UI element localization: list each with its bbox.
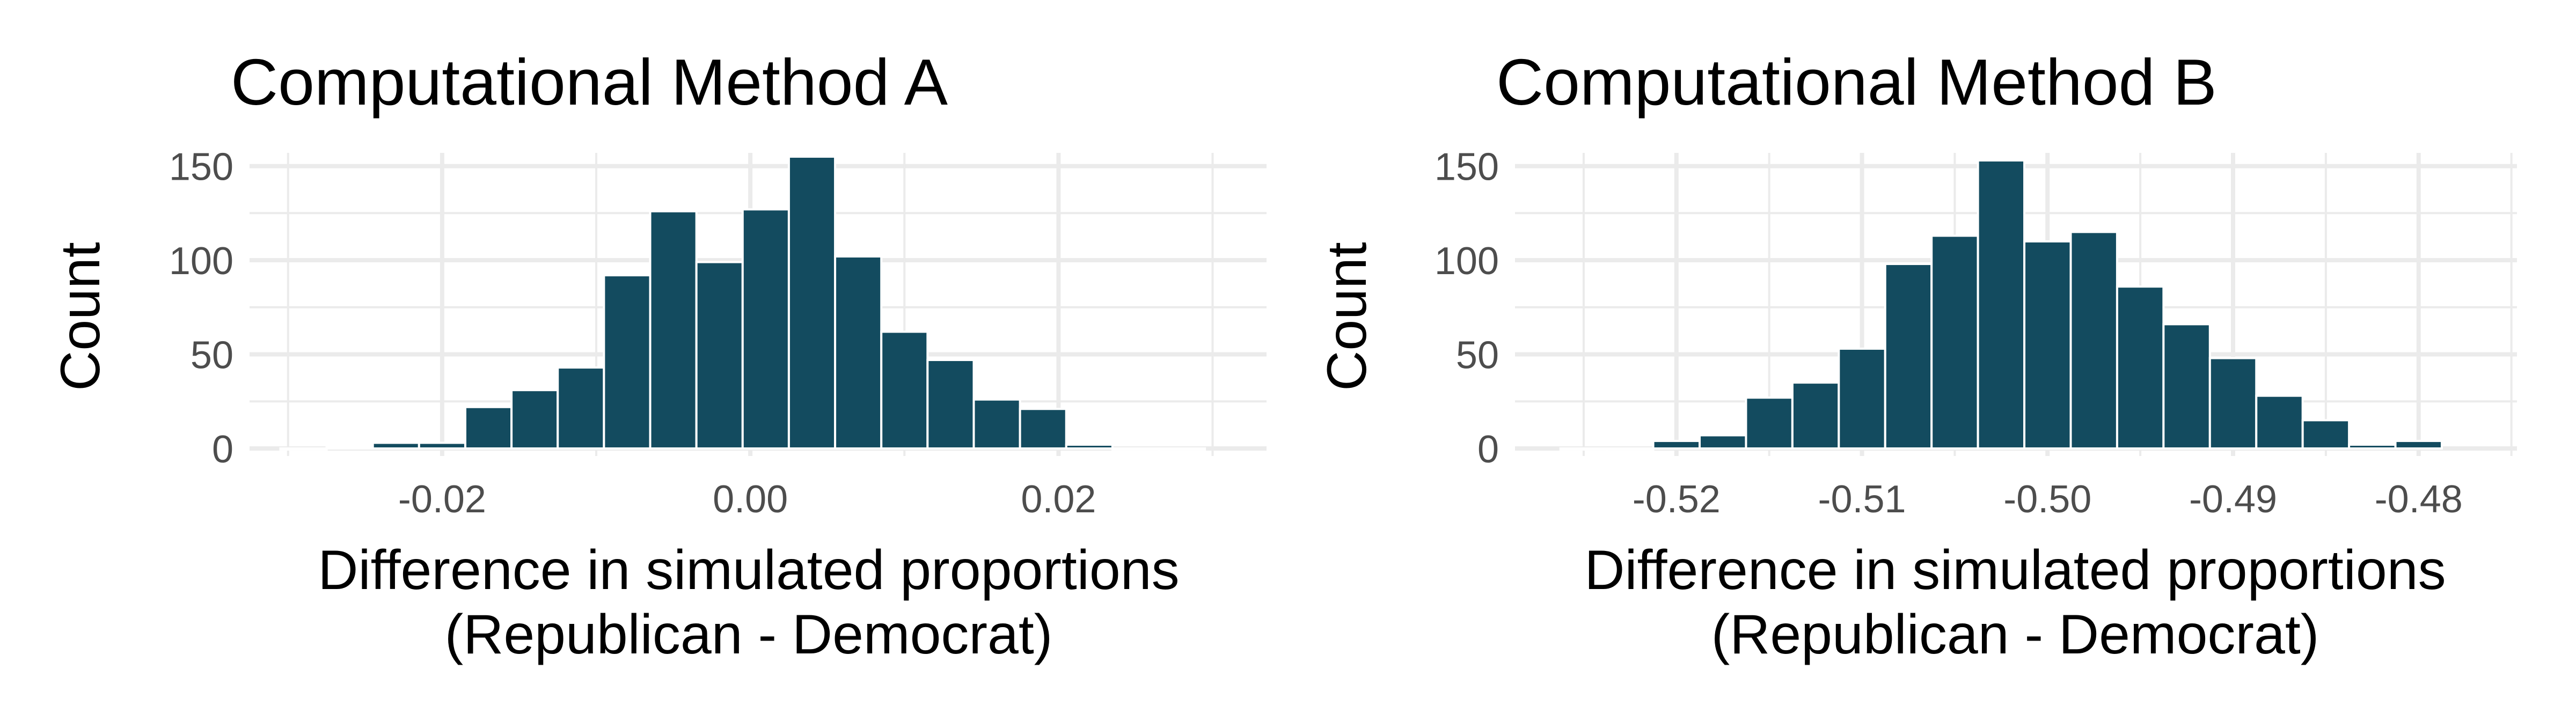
- histogram-bars: [279, 156, 1206, 451]
- histogram-bar: [1019, 408, 1067, 450]
- histogram-bar: [1745, 396, 1794, 450]
- histogram-bar: [926, 359, 975, 450]
- histogram-bar: [2162, 323, 2211, 450]
- histogram-bar: [603, 274, 652, 450]
- histogram-bar: [371, 442, 420, 450]
- y-tick-labels: 0 50 100 150: [1435, 146, 1499, 471]
- x-tick-label: -0.51: [1818, 478, 1906, 521]
- x-axis-title-line-2: (Republican - Democrat): [445, 604, 1053, 666]
- histogram-bar: [2023, 240, 2072, 450]
- y-tick-label: 50: [191, 334, 233, 377]
- histogram-bar: [649, 210, 698, 450]
- histogram-bar: [695, 261, 744, 450]
- histogram-bar: [418, 442, 466, 450]
- x-tick-label: 0.00: [713, 478, 788, 521]
- x-tick-label: 0.02: [1021, 478, 1096, 521]
- histogram-bar: [1652, 439, 1701, 450]
- histogram-bar: [2301, 419, 2351, 450]
- histogram-bar: [1930, 234, 1979, 450]
- histogram-bar: [787, 156, 837, 450]
- histogram-bar: [880, 330, 929, 450]
- y-tick-label: 0: [1477, 428, 1499, 471]
- x-tick-labels: -0.52 -0.51 -0.50 -0.49 -0.48: [1633, 478, 2463, 521]
- histogram-bar: [279, 447, 328, 451]
- histogram-bar: [1065, 443, 1114, 450]
- x-tick-label: -0.49: [2189, 478, 2277, 521]
- histogram-bar: [1884, 263, 1933, 450]
- histogram-bar: [1559, 447, 1608, 451]
- x-tick-label: -0.50: [2003, 478, 2091, 521]
- y-tick-label: 100: [1435, 240, 1499, 283]
- histogram-bar: [1699, 434, 1747, 450]
- x-axis-title-line-2: (Republican - Democrat): [1711, 604, 2319, 666]
- histogram-bar: [1977, 159, 2026, 450]
- histogram-bar: [2116, 285, 2165, 450]
- panel-title: Computational Method A: [231, 46, 948, 119]
- y-axis-title: Count: [1316, 242, 1378, 391]
- y-tick-label: 150: [169, 146, 233, 189]
- histogram-bar: [834, 255, 883, 450]
- panel-method-a: Computational Method A 0 50 100 150 -0.02 0.…: [49, 46, 1267, 666]
- x-tick-label: -0.02: [398, 478, 486, 521]
- histogram-bar: [1111, 447, 1160, 451]
- x-tick-label: -0.48: [2375, 478, 2463, 521]
- x-axis-title-line-1: Difference in simulated proportions: [318, 539, 1179, 601]
- histogram-bar: [557, 366, 605, 450]
- y-tick-label: 150: [1435, 146, 1499, 189]
- histogram-bar: [741, 208, 790, 450]
- x-axis-title-line-1: Difference in simulated proportions: [1584, 539, 2446, 601]
- histogram-bar: [2394, 439, 2443, 450]
- y-tick-label: 0: [212, 428, 233, 471]
- y-tick-label: 100: [169, 240, 233, 283]
- panel-title: Computational Method B: [1496, 46, 2217, 119]
- histogram-bar: [1158, 447, 1206, 451]
- y-tick-labels: 0 50 100 150: [169, 146, 233, 471]
- histogram-bar: [2348, 443, 2397, 450]
- histogram-bar: [2069, 231, 2118, 450]
- histogram-bar: [464, 406, 513, 450]
- y-tick-label: 50: [1456, 334, 1499, 377]
- histogram-bars: [1559, 159, 2443, 451]
- y-axis-title: Count: [49, 242, 112, 391]
- histogram-bar: [2255, 394, 2304, 450]
- histogram-bar: [1791, 381, 1840, 450]
- histogram-bar: [1838, 347, 1886, 450]
- histogram-bar: [325, 445, 374, 450]
- x-tick-labels: -0.02 0.00 0.02: [398, 478, 1096, 521]
- x-tick-label: -0.52: [1633, 478, 1721, 521]
- histogram-bar: [1606, 447, 1655, 451]
- histogram-bar: [972, 398, 1021, 450]
- histogram-bar: [2208, 357, 2258, 450]
- histogram-bar: [510, 389, 559, 450]
